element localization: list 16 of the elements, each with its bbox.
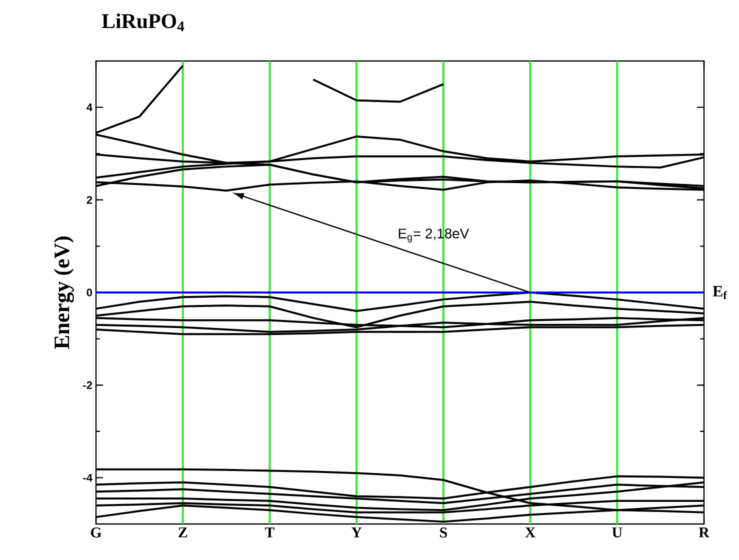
chart-title: LiRuPO$_{4}$ <box>102 13 184 32</box>
x-tick-label: T <box>264 528 274 538</box>
ref-line-label: E$_{f}$ <box>712 286 727 300</box>
y-tick-label: 0 <box>86 288 92 296</box>
y-axis-title: Energy (eV) <box>54 236 74 350</box>
x-tick-label: Z <box>178 528 188 538</box>
x-tick-label: G <box>90 528 102 538</box>
y-tick-label: 2 <box>86 196 92 204</box>
y-tick-label: 4 <box>86 104 92 112</box>
x-tick-label: Y <box>351 528 362 538</box>
y-tick-label: -2 <box>83 381 92 389</box>
x-tick-label: S <box>440 528 447 538</box>
x-tick-label: R <box>698 528 710 538</box>
x-tick-label: U <box>612 528 622 538</box>
y-tick-label: -4 <box>83 474 92 482</box>
x-tick-label: X <box>525 528 536 538</box>
